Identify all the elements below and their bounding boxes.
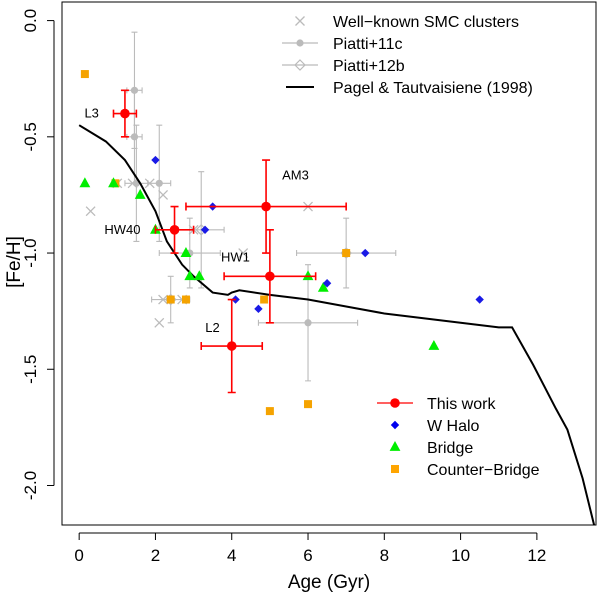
cluster-annotations: L3 HW40 AM3 HW1 L2 [84,106,308,335]
y-axis-title: [Fe/H] [4,236,25,288]
x-tick-label: 10 [451,546,470,565]
legend-marker-well-known-smc-clusters [295,16,305,26]
x-tick-label: 12 [527,546,546,565]
counter-bridge-point [260,295,269,304]
this-work-point-l2 [226,341,237,351]
legend-label-this-work: This work [427,396,496,413]
legend-marker-piatti-11c [296,39,304,47]
this-work-point-hw1 [265,271,275,282]
legend-marker-w-halo [390,420,400,430]
smc-cluster-point [154,317,165,328]
piatti11c-point [155,179,163,187]
bridge-point [108,177,119,188]
legend-marker-counter-bridge [391,465,399,473]
bridge-point [184,270,196,281]
smc-cluster-point [144,178,155,189]
x-tick-label: 8 [380,546,389,565]
y-tick-label: -1.5 [21,355,40,384]
piatti11c-point [304,319,312,327]
annotation-hw40: HW40 [104,222,140,237]
this-work-point-l3 [120,108,130,119]
bridge-point [134,188,146,199]
w-halo-point [200,225,210,234]
legend-label-pagel-tautvaisiene-1998: Pagel & Tautvaisiene (1998) [333,80,533,97]
y-tick-label: -2.0 [21,471,40,500]
x-axis-title: Age (Gyr) [288,572,370,593]
bridge-point [180,247,192,257]
legend-label-w-halo: W Halo [427,418,480,435]
bridge-point [428,340,440,350]
counter-bridge-point [304,400,313,409]
y-tick-label: 0.0 [21,9,40,33]
smc-cluster-point [127,178,138,189]
annotation-hw1: HW1 [221,249,250,264]
this-work-points [112,89,347,394]
smc-cluster-point [238,248,249,258]
counter-bridge-point [265,407,274,416]
w-halo-point [322,279,332,288]
w-halo-point [254,304,263,314]
legend-label-bridge: Bridge [427,440,473,457]
bridge-point [317,281,329,292]
counter-bridge-point [80,70,89,79]
legend-label-counter-bridge: Counter−Bridge [427,462,540,479]
x-tick-label: 4 [227,546,236,565]
y-tick-label: -0.5 [21,122,40,151]
this-work-point-am3 [261,201,271,212]
counter-bridge-point [342,249,351,258]
sample-points [79,70,484,416]
legend-label-well-known-smc-clusters: Well−known SMC clusters [333,14,519,31]
bridge-point [302,270,314,281]
w-halo-point [475,295,484,304]
x-tick-label: 0 [74,546,83,565]
legend-top: Well−known SMC clusters Piatti+11c Piatti+… [282,14,533,97]
bridge-point [79,177,91,188]
plot-frame [61,1,597,526]
smc-cluster-point [158,189,169,200]
legend-marker-bridge [389,441,401,451]
piatti11c-point [130,133,139,141]
legend-label-piatti-11c: Piatti+11c [333,36,403,53]
x-tick-label: 2 [151,546,160,565]
annotation-am3: AM3 [282,168,309,183]
annotation-l2: L2 [205,320,219,335]
legend-bottom: This work W Halo Bridge Counter−Bridge [377,396,540,479]
bridge-point [193,270,205,281]
y-tick-label: -1.0 [21,238,40,267]
smc-cluster-point [158,294,169,305]
w-halo-point [151,155,160,165]
smc-cluster-point [85,206,96,217]
x-tick-label: 6 [303,546,312,565]
w-halo-point [361,248,370,258]
counter-bridge-point [181,295,190,304]
axes: 0 2 4 6 8 10 12 0.0 -0.5 -1.0 -1.5 -2.0 [21,9,546,565]
legend-marker-piatti-12b [294,59,306,71]
legend-label-piatti-12b: Piatti+12b [333,58,405,75]
annotation-l3: L3 [84,106,98,121]
this-work-point-hw40 [169,224,180,235]
legend-marker-this-work [390,398,400,408]
counter-bridge-point [166,295,175,304]
